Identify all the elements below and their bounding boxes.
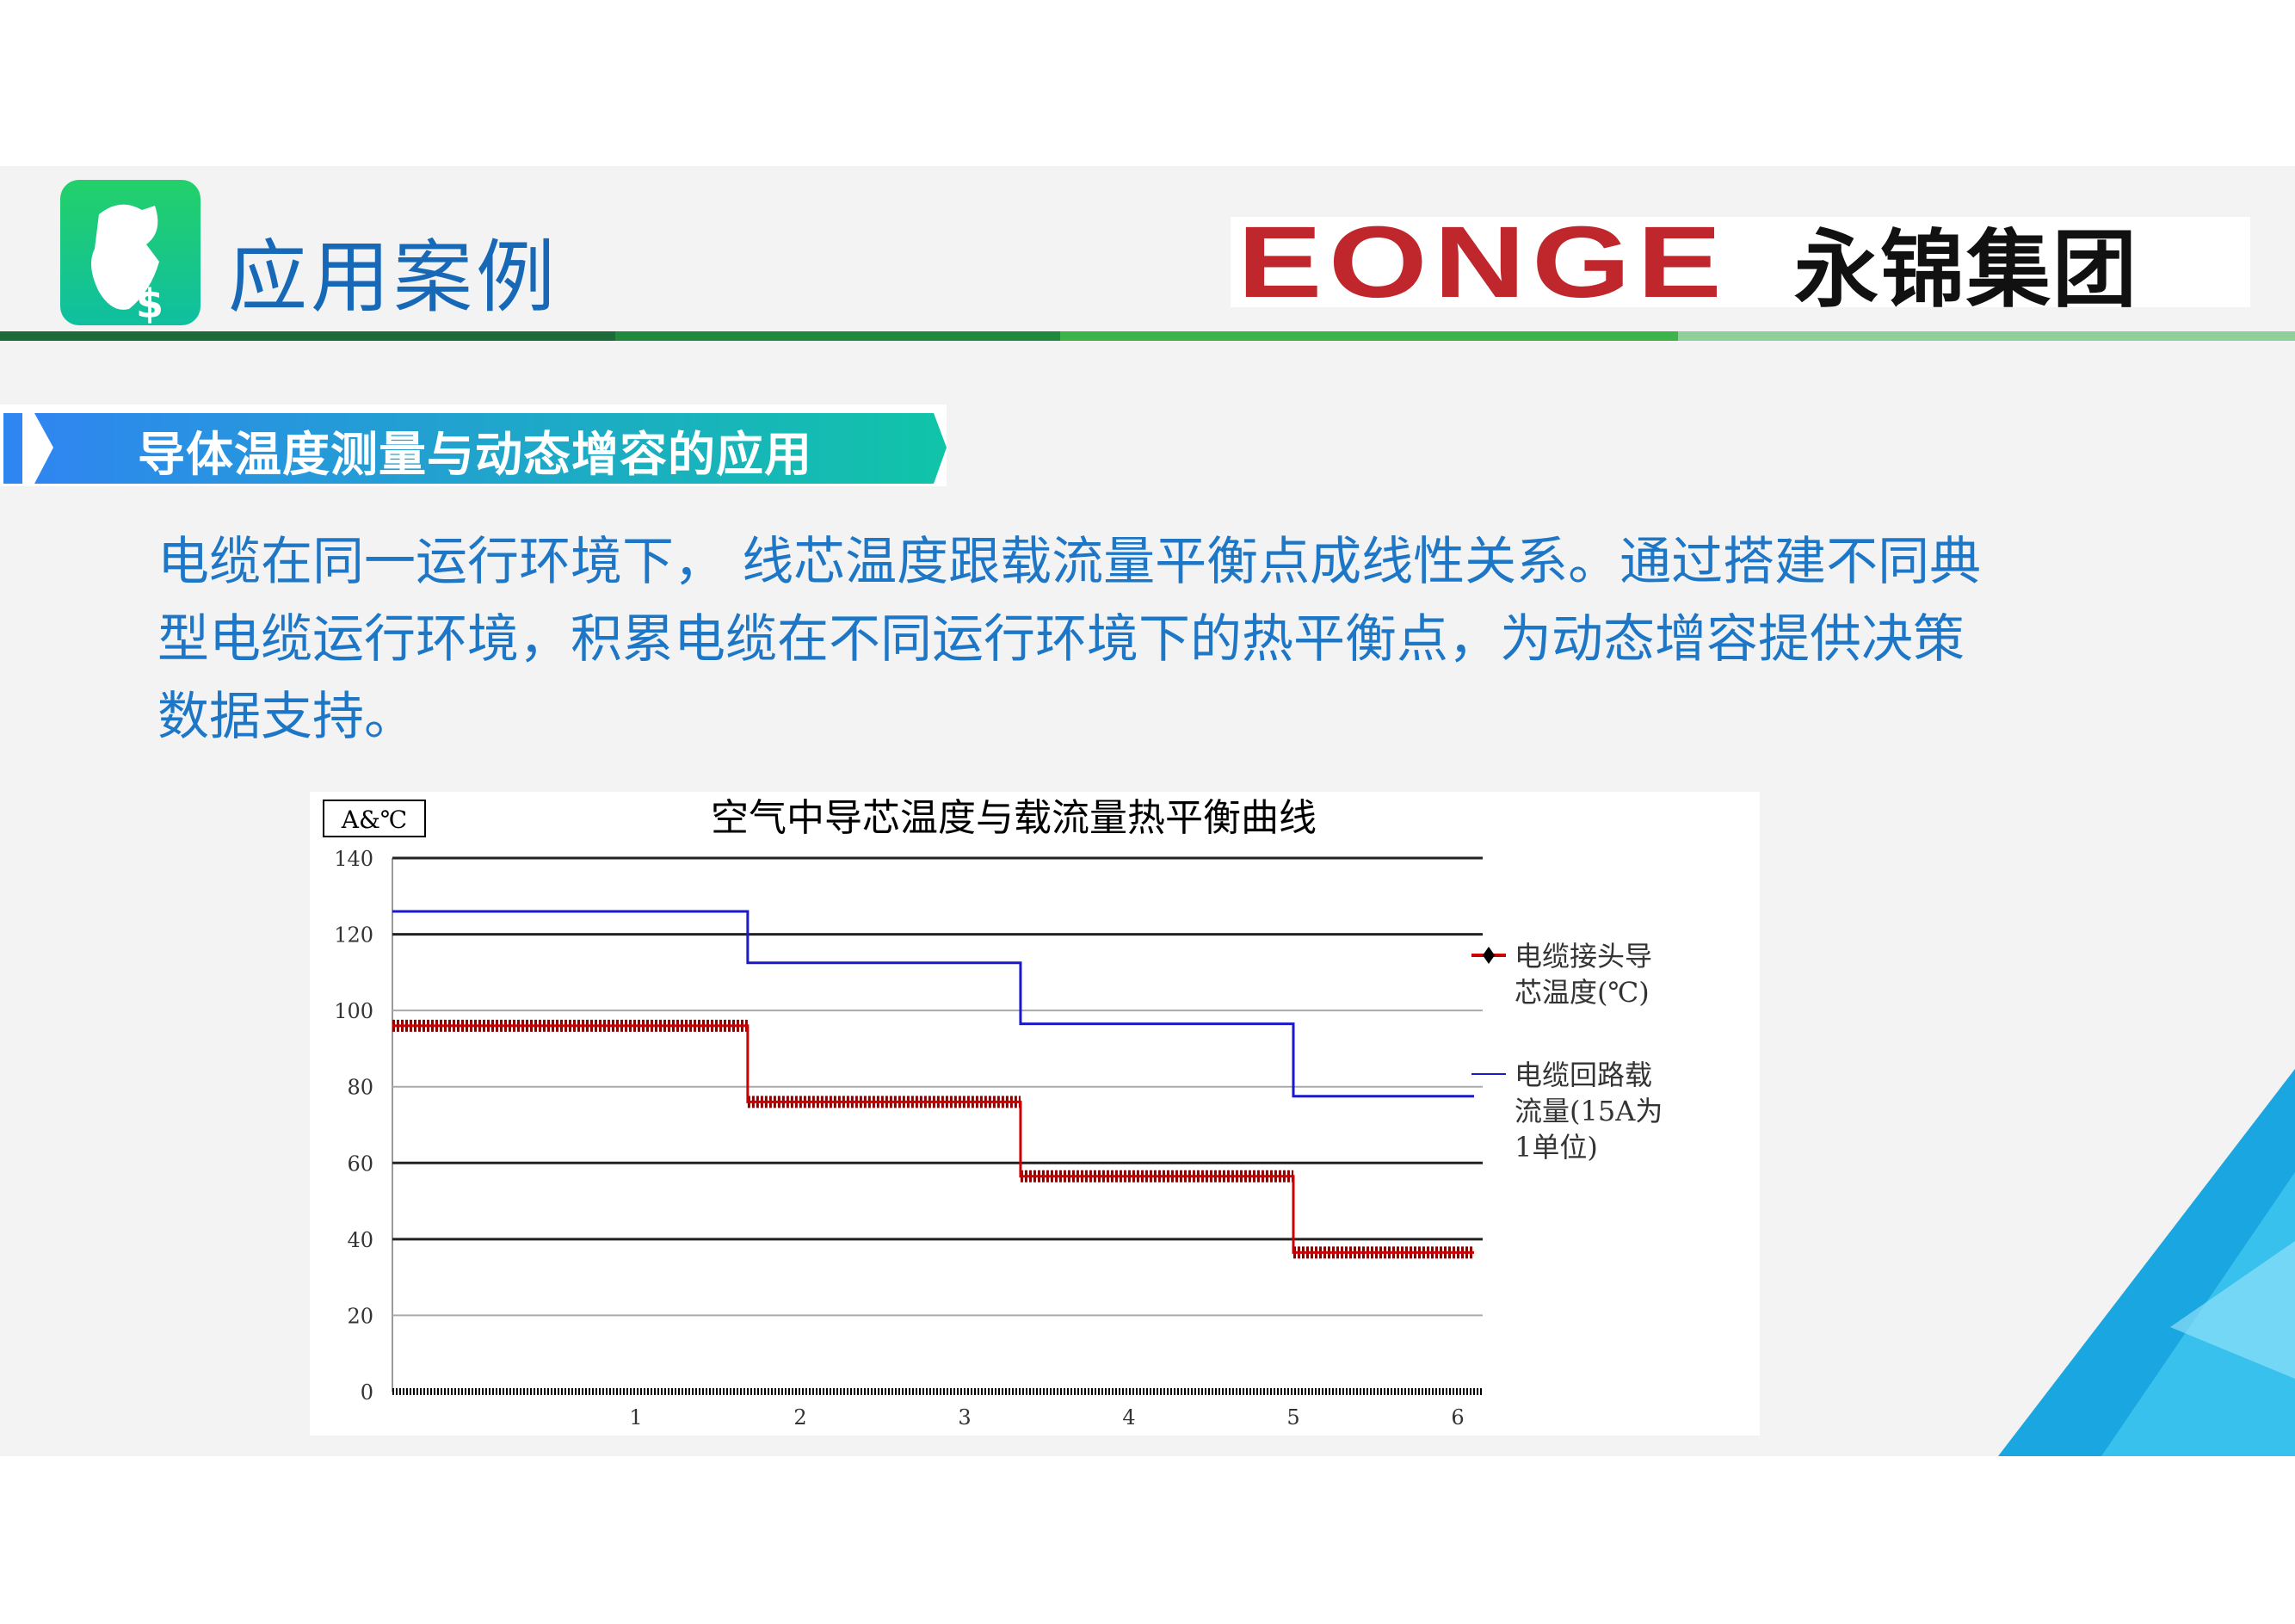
y-unit-box <box>323 800 426 837</box>
description-paragraph: 电缆在同一运行环境下， 线芯温度跟载流量平衡点成线性关系。通过搭建不同典型电缆运… <box>157 532 1982 747</box>
thermal-balance-chart: A&℃ 空气中导芯温度与载流量热平衡曲线 0 20 40 60 80 100 120 140 1… <box>310 792 1760 1436</box>
x-tick-label: 5 <box>1286 1405 1299 1429</box>
divider-segment <box>615 331 1060 341</box>
company-logo: EONGE 永锦集团 <box>1231 206 2250 319</box>
section-banner <box>0 404 947 486</box>
y-tick-label: 120 <box>334 923 373 948</box>
x-tick-label: 3 <box>958 1405 971 1429</box>
y-tick-label: 140 <box>334 847 373 871</box>
globe-money-icon: $ <box>60 180 201 327</box>
svg-text:$: $ <box>136 281 163 325</box>
logo-cn: 永锦集团 <box>1794 220 2139 319</box>
divider-segment <box>1678 331 2295 341</box>
y-tick-label: 20 <box>347 1304 373 1328</box>
x-tick-label: 4 <box>1122 1405 1135 1429</box>
series-line-current <box>392 910 1474 1098</box>
legend-label-temperature: 电缆接头导芯温度(℃) <box>1515 940 1652 1009</box>
logo-en: EONGE <box>1237 205 1729 319</box>
section-title: 导体温度测量与动态增容的应用 <box>138 427 813 482</box>
y-tick-label: 0 <box>361 1380 373 1405</box>
divider-segment <box>0 331 615 341</box>
page-title: 应用案例 <box>228 232 559 324</box>
y-tick-label: 100 <box>334 999 373 1023</box>
y-tick-label: 60 <box>347 1152 373 1176</box>
x-tick-label: 1 <box>629 1405 642 1429</box>
x-tick-label: 6 <box>1451 1405 1464 1429</box>
legend-marker-temperature <box>1483 947 1495 964</box>
y-tick-label: 40 <box>347 1228 373 1252</box>
decorative-triangles <box>1998 1069 2295 1456</box>
y-axis-label: A&℃ <box>341 806 407 834</box>
x-tick-label: 2 <box>793 1405 806 1429</box>
y-tick-label: 80 <box>347 1076 373 1100</box>
legend-label-current: 电缆回路载流量(15A为 1单位) <box>1515 1059 1663 1164</box>
divider-segment <box>1060 331 1678 341</box>
series-line-temperature <box>392 1024 1474 1254</box>
chart-svg: A&℃ 空气中导芯温度与载流量热平衡曲线 0 20 40 60 80 100 120 140 1… <box>323 796 1663 1429</box>
chart-title: 空气中导芯温度与载流量热平衡曲线 <box>711 796 1317 840</box>
